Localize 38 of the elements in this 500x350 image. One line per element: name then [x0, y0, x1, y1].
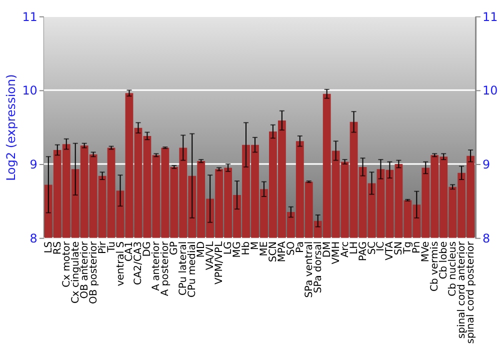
x-tick-label: Pa [294, 241, 306, 254]
x-tick-label: Pir [97, 240, 108, 254]
x-tick-label: OB posterior [88, 240, 100, 304]
x-tick-label: Cx cingulate [70, 241, 82, 304]
x-tick-label: spinal cord posterior [466, 240, 477, 344]
x-tick-label: MPA [276, 241, 288, 262]
x-tick-label: ME [258, 241, 270, 256]
x-tick-label: VMH [330, 241, 342, 264]
x-tick-label: A posterior [160, 240, 172, 296]
x-tick-label: Hb [241, 241, 252, 256]
y-axis-title: Log2 (expression) [4, 74, 18, 181]
y-tick-label: 11 [22, 10, 38, 24]
x-tick-label: LS [43, 241, 54, 254]
x-tick-label: Cb lobe [438, 241, 450, 280]
x-tick-label: Arc [340, 241, 351, 258]
x-tick-label: SPa dorsal [312, 241, 324, 294]
x-tick-label: DG [142, 241, 154, 257]
x-tick-label: SCN [268, 241, 279, 262]
x-tick-label: DM [322, 241, 333, 258]
x-tick-label: GP [169, 241, 180, 256]
y2-tick-label: 9 [482, 158, 490, 172]
x-tick-label: SO [286, 241, 297, 256]
y-tick-label: 8 [30, 231, 38, 246]
x-tick-label: MVe [420, 241, 432, 262]
x-tick-label: M [250, 241, 261, 250]
y-tick-label: 9 [30, 158, 38, 172]
y-tick-label: 10 [22, 84, 38, 98]
x-tick-label: SPa ventral [304, 241, 315, 298]
x-tick-label: RS [52, 241, 64, 255]
x-tick-label: Tg [402, 241, 414, 255]
y2-tick-label: 8 [482, 231, 490, 246]
x-tick-label: PAG [358, 241, 369, 262]
x-tick-label: OB anterior [79, 240, 90, 299]
y2-tick-label: 10 [482, 84, 498, 98]
x-tick-label: Cx motor [61, 240, 72, 288]
x-tick-label: Tu [106, 241, 118, 254]
y2-tick-label: 11 [482, 10, 498, 24]
x-tick-label: LH [348, 241, 360, 254]
